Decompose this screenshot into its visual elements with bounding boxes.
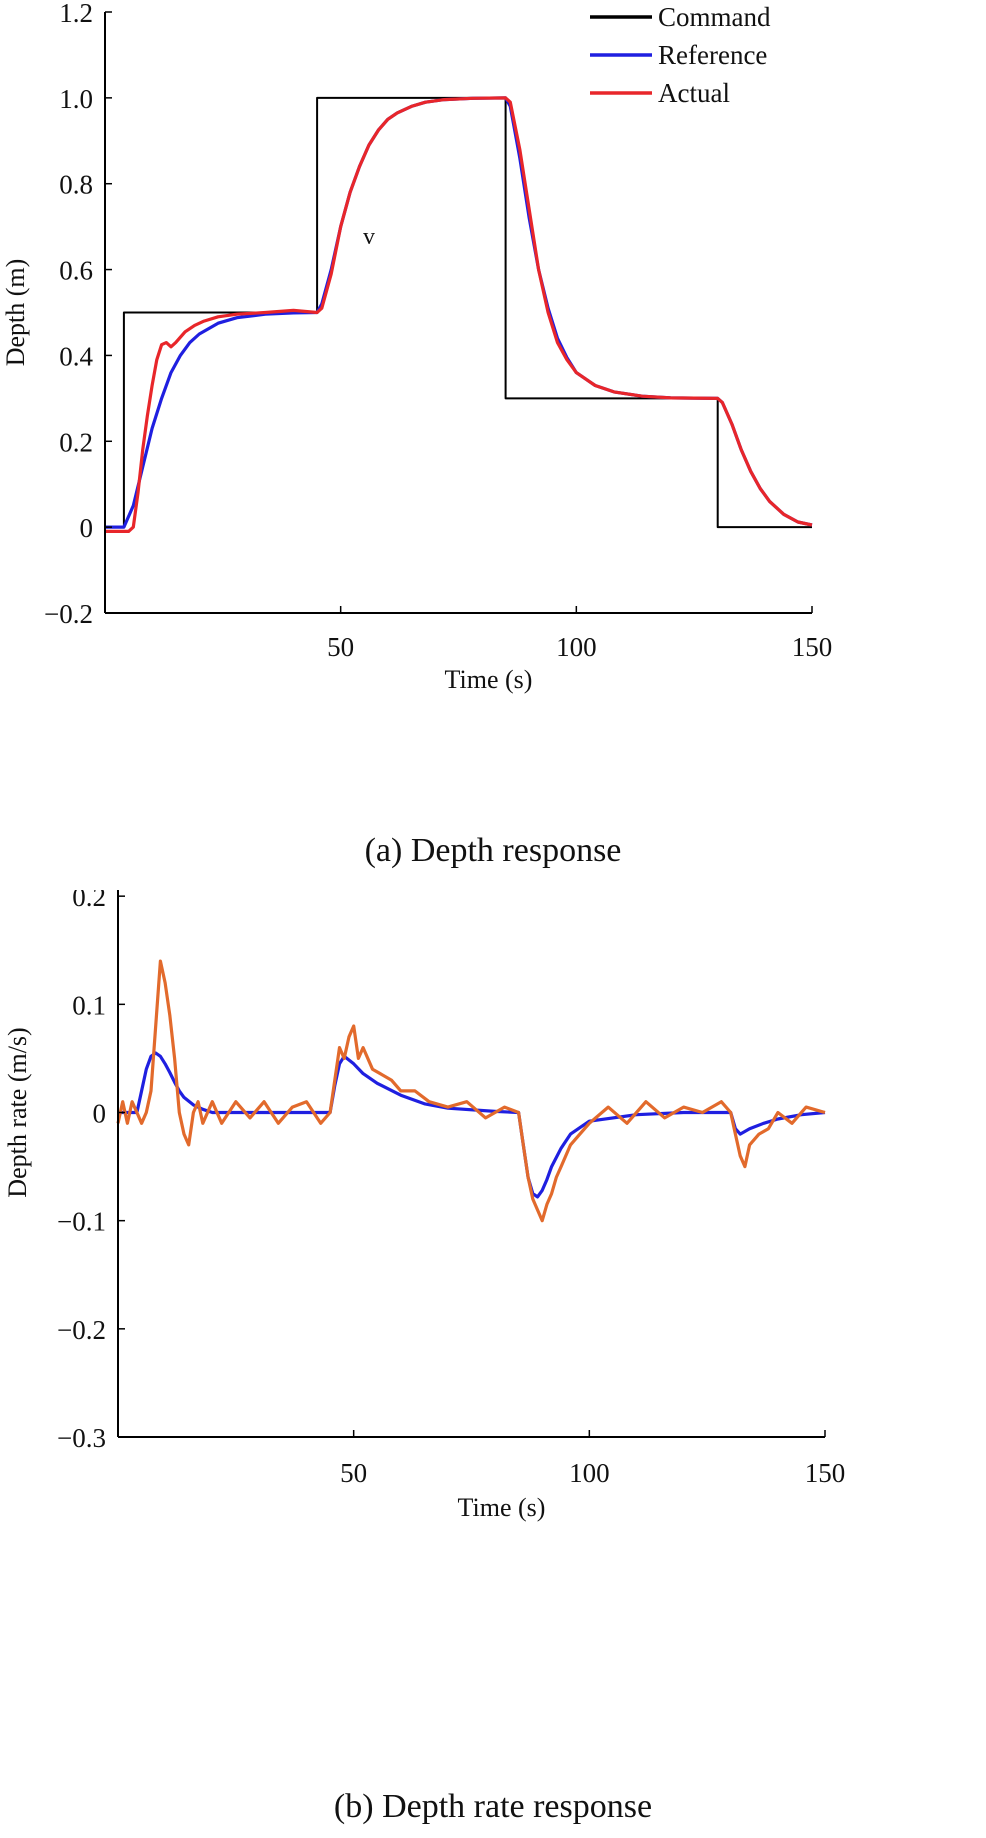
x-axis-label: Time (s): [445, 665, 533, 694]
y-tick-label: −0.2: [44, 599, 93, 629]
series-line-command: [105, 96, 812, 529]
y-axis-label: Depth (m): [1, 259, 30, 367]
x-axis-label: Time (s): [458, 1493, 546, 1522]
y-tick-label: −0.3: [57, 1423, 106, 1453]
y-tick-label: 0.4: [59, 341, 93, 371]
y-tick-label: 0.1: [72, 990, 106, 1020]
x-tick-label: 100: [556, 632, 597, 662]
x-tick-label: 50: [340, 1458, 367, 1488]
caption-a: (a) Depth response: [364, 832, 622, 869]
figure-a: 1.2 1.0 0.8 0.6 0.4 0.2 0 −0.2 50 100 150 Time (s) D…: [0, 0, 986, 790]
series-line-actual: [116, 959, 826, 1223]
chart-depth-response: 1.2 1.0 0.8 0.6 0.4 0.2 0 −0.2 50 100 150 Time (s) D…: [1, 0, 833, 694]
annotation-label: v: [363, 224, 375, 250]
y-tick-label: 0.6: [59, 256, 93, 286]
legend-label-command: Command: [658, 2, 771, 32]
y-tick-label: 1.0: [59, 84, 93, 114]
y-tick-label: −0.1: [57, 1207, 106, 1237]
x-tick-label: 150: [805, 1458, 846, 1488]
series-line-reference: [118, 1051, 826, 1199]
y-tick-label: −0.2: [57, 1315, 106, 1345]
x-tick-label: 50: [327, 632, 354, 662]
caption-b: (b) Depth rate response: [333, 1788, 653, 1825]
series-line-actual: [105, 96, 813, 534]
legend-label-actual: Actual: [658, 78, 730, 108]
y-tick-label: 0.2: [59, 427, 93, 457]
y-axis-label: Depth rate (m/s): [3, 1027, 32, 1197]
y-tick-label: 0: [93, 1099, 107, 1129]
legend-label-reference: Reference: [658, 40, 767, 70]
y-tick-label: 1.2: [59, 0, 93, 28]
y-tick-label: 0.8: [59, 170, 93, 200]
x-tick-label: 150: [792, 632, 833, 662]
y-tick-label: 0.2: [72, 890, 106, 912]
y-tick-label: 0: [80, 513, 94, 543]
x-tick-label: 100: [569, 1458, 610, 1488]
